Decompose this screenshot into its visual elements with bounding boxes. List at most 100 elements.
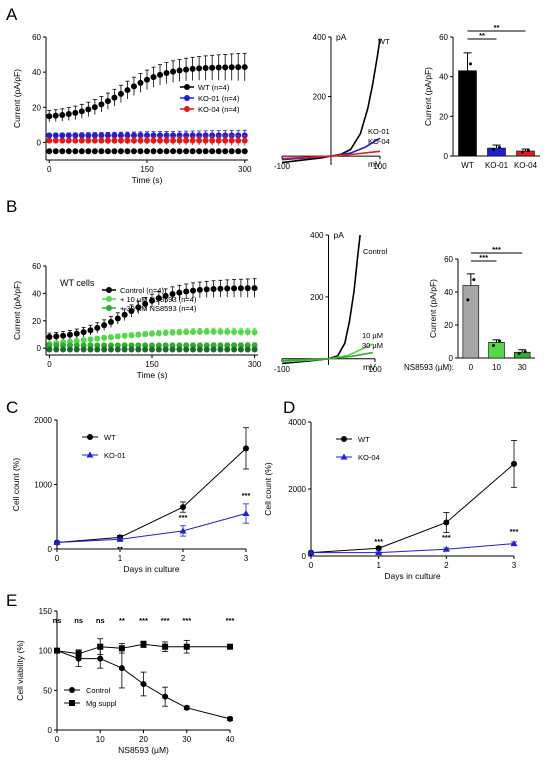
data-point <box>237 329 244 336</box>
data-point <box>183 342 190 349</box>
data-point <box>46 148 53 155</box>
x-tick-label: -100 <box>274 365 291 374</box>
data-point <box>94 335 101 342</box>
y-tick-label: 0 <box>37 344 42 353</box>
data-point <box>80 346 87 353</box>
iv-trace <box>281 38 381 164</box>
y-axis-label: Current (pA/pF) <box>12 69 22 128</box>
y-tick-label: 20 <box>439 112 448 121</box>
data-point <box>183 346 190 353</box>
data-point <box>190 328 197 335</box>
bar <box>488 342 505 359</box>
x-tick-label: 2 <box>181 554 186 563</box>
data-point <box>203 286 210 293</box>
significance-label: ns <box>74 616 83 625</box>
data-point <box>162 346 169 353</box>
data-point <box>130 148 137 155</box>
category-label: 0 <box>469 363 474 372</box>
data-point <box>307 549 315 556</box>
data-point <box>375 549 383 556</box>
y-axis-label: Cell count (%) <box>11 458 21 512</box>
data-point <box>443 519 450 526</box>
data-point <box>53 333 60 340</box>
legend-label: WT (n=4) <box>198 83 230 92</box>
data-point <box>231 346 238 353</box>
significance-label: *** <box>179 513 188 522</box>
data-point <box>176 67 183 74</box>
data-point <box>244 346 251 353</box>
y-tick-label: 4000 <box>288 418 306 427</box>
data-point <box>111 132 118 139</box>
y-tick-label: 0 <box>302 552 307 561</box>
data-point <box>75 655 82 662</box>
data-point <box>169 329 176 336</box>
data-point <box>52 132 59 139</box>
data-point <box>162 693 169 700</box>
data-point <box>243 445 249 452</box>
data-dot <box>469 62 472 66</box>
data-point <box>209 148 216 155</box>
data-dot <box>492 148 495 152</box>
data-point <box>98 137 105 144</box>
data-point <box>144 148 150 155</box>
series-line <box>56 643 230 655</box>
data-point <box>135 304 142 311</box>
data-point <box>231 285 238 292</box>
iv-trace <box>281 150 381 160</box>
x-tick-label: 300 <box>238 165 252 174</box>
data-point <box>196 137 203 144</box>
data-point <box>244 342 251 349</box>
data-point <box>142 300 149 307</box>
data-point <box>242 510 250 517</box>
data-point <box>60 332 67 339</box>
iv-trace <box>281 351 373 362</box>
bar <box>516 150 535 157</box>
data-point <box>73 330 80 337</box>
data-point <box>169 342 176 349</box>
data-dot <box>463 86 466 90</box>
data-point <box>140 641 147 648</box>
data-point <box>46 113 53 120</box>
time-course-chart: 0 20 40 60 0 150 300 Time (s) Current (pA/pF) WT … <box>12 262 262 380</box>
significance-label: ** <box>117 544 123 553</box>
data-point <box>114 333 121 340</box>
data-dot <box>521 150 524 154</box>
category-label: KO-01 <box>485 161 509 170</box>
data-point <box>114 346 121 353</box>
y-axis-label: Current (pA/pF) <box>12 281 22 340</box>
data-point <box>52 112 59 119</box>
data-point <box>244 285 251 292</box>
data-point <box>196 342 203 349</box>
data-point <box>251 329 258 336</box>
y-axis-unit: pA <box>336 32 347 42</box>
data-point <box>117 137 124 144</box>
data-point <box>222 148 229 155</box>
y-tick-label: 40 <box>444 288 453 297</box>
data-point <box>228 148 235 155</box>
data-point <box>85 106 92 113</box>
data-point <box>155 295 162 302</box>
legend-label: + 30 µM NS8593 (n=4) <box>120 304 197 313</box>
data-point <box>183 148 190 155</box>
data-point <box>114 315 121 322</box>
data-point <box>169 346 176 353</box>
data-point <box>183 288 190 295</box>
data-point <box>118 665 125 672</box>
data-point <box>46 132 53 139</box>
series-line <box>56 513 247 543</box>
data-point <box>202 132 209 139</box>
data-point <box>227 643 233 650</box>
legend-marker <box>106 287 112 293</box>
bar <box>458 70 477 157</box>
bar-chart: 0 20 40 60 Current (pA/pF) WT KO-01 KO-04 ** ** <box>423 23 540 170</box>
significance-label: ** <box>479 31 485 40</box>
x-tick-label: 30 <box>182 735 191 744</box>
data-point <box>144 137 150 144</box>
legend-label: Control <box>86 686 111 695</box>
data-point <box>118 645 125 652</box>
x-tick-label: 150 <box>145 360 159 369</box>
data-point <box>73 346 80 353</box>
x-tick-label: 0 <box>55 554 60 563</box>
legend-marker <box>87 434 93 440</box>
data-point <box>124 148 131 155</box>
